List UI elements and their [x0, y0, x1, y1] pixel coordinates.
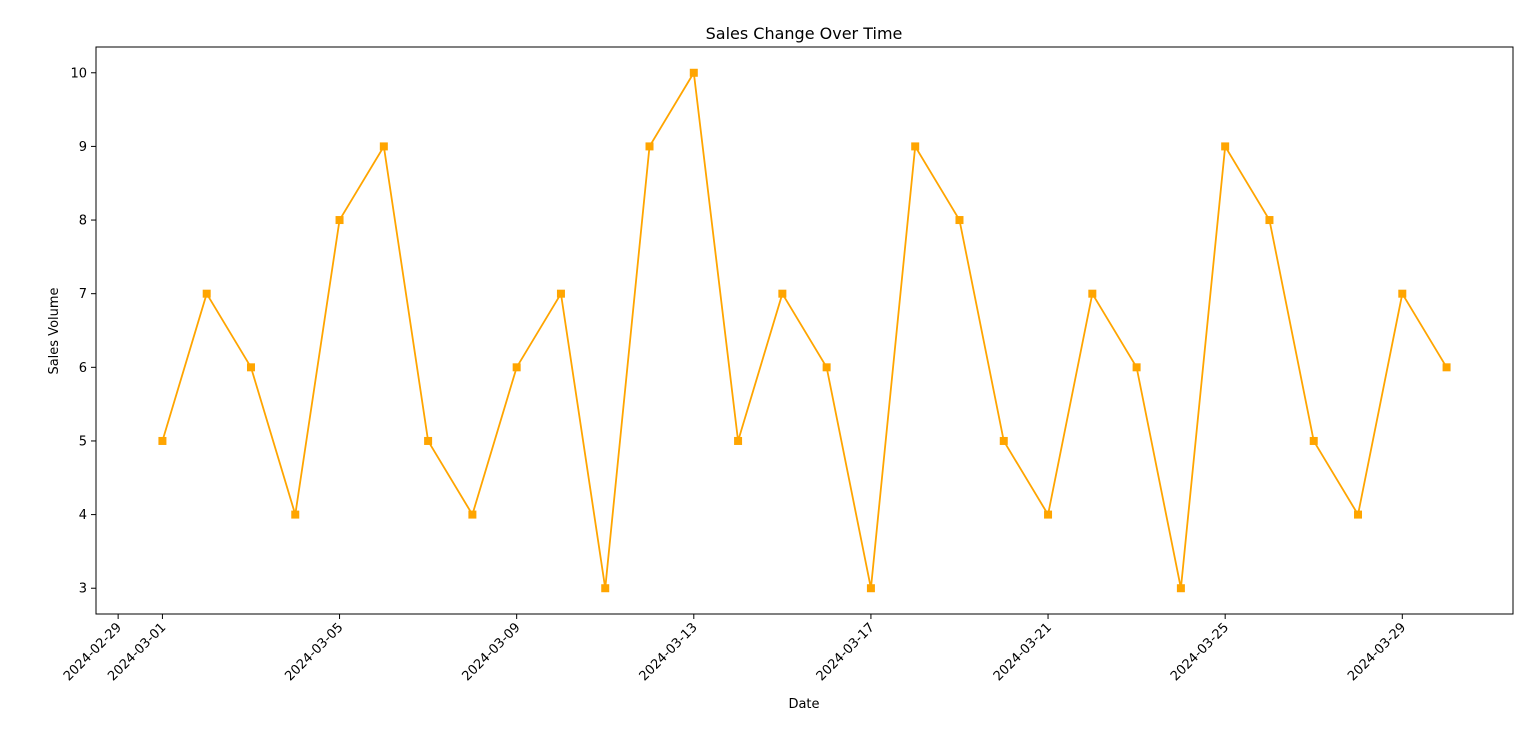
y-axis: 3 4 5 6 7 8 9 10 [70, 66, 96, 597]
y-tick-label: 8 [79, 214, 87, 229]
data-point-2024-03-12 [645, 142, 654, 151]
data-point-2024-03-28 [1354, 510, 1363, 519]
plot-area-frame [95, 46, 1514, 615]
data-point-2024-03-29 [1398, 289, 1407, 298]
y-axis-label: Sales Volume [47, 287, 62, 374]
data-point-2024-03-07 [424, 436, 433, 445]
data-point-2024-03-18 [911, 142, 920, 151]
data-point-2024-03-30 [1442, 363, 1451, 372]
data-point-2024-03-04 [291, 510, 300, 519]
data-point-2024-03-03 [246, 363, 255, 372]
data-point-2024-03-15 [778, 289, 787, 298]
data-point-2024-03-02 [202, 289, 211, 298]
data-point-2024-03-22 [1088, 289, 1097, 298]
y-tick-label: 7 [79, 287, 87, 302]
y-tick-label: 10 [70, 66, 87, 81]
data-point-2024-03-19 [955, 216, 964, 225]
y-tick-label: 6 [79, 361, 87, 376]
data-point-2024-03-24 [1176, 584, 1185, 593]
x-axis-label: Date [788, 697, 819, 712]
series-line [161, 70, 1448, 589]
data-point-2024-03-05 [335, 216, 344, 225]
data-point-2024-03-08 [468, 510, 477, 519]
data-point-2024-03-17 [866, 584, 875, 593]
x-tick-label: 2024-03-05 [282, 620, 346, 684]
x-tick-label: 2024-03-17 [814, 620, 878, 684]
x-tick-label: 2024-03-13 [637, 620, 701, 684]
y-tick-label: 5 [79, 434, 87, 449]
data-point-2024-03-13 [689, 68, 698, 77]
data-point-2024-03-09 [512, 363, 521, 372]
data-point-2024-03-21 [1044, 510, 1053, 519]
x-tick-label: 2024-03-09 [459, 620, 523, 684]
y-tick-label: 4 [79, 508, 87, 523]
data-point-2024-03-20 [999, 436, 1008, 445]
data-point-2024-03-16 [822, 363, 831, 372]
series-markers [158, 68, 1451, 593]
y-tick-label: 9 [79, 140, 87, 155]
chart-title: Sales Change Over Time [706, 24, 903, 43]
data-point-2024-03-11 [601, 584, 610, 593]
data-point-2024-03-26 [1265, 216, 1274, 225]
data-point-2024-03-27 [1309, 436, 1318, 445]
x-tick-label: 2024-03-29 [1345, 620, 1409, 684]
x-tick-label: 2024-03-21 [991, 620, 1055, 684]
data-point-2024-03-14 [734, 436, 743, 445]
data-point-2024-03-01 [158, 436, 167, 445]
x-tick-label: 2024-03-25 [1168, 620, 1232, 684]
data-point-2024-03-06 [379, 142, 388, 151]
data-point-2024-03-10 [556, 289, 565, 298]
data-point-2024-03-25 [1221, 142, 1230, 151]
data-point-2024-03-23 [1132, 363, 1141, 372]
y-tick-label: 3 [79, 582, 87, 597]
